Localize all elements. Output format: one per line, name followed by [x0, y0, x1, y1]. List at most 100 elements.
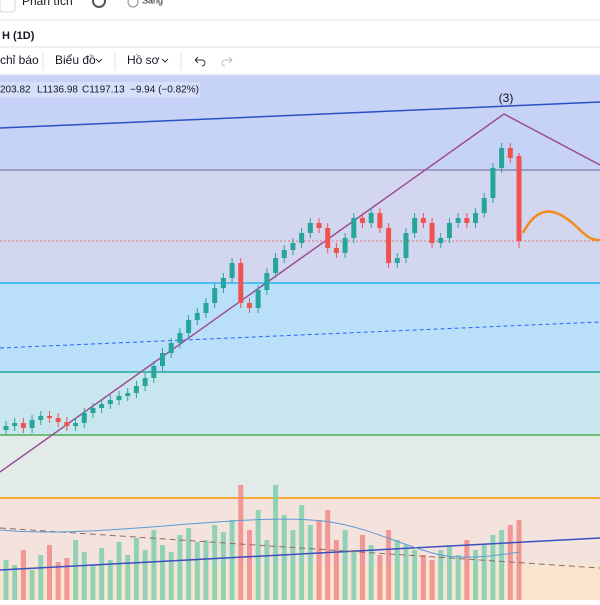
volume-bar	[299, 505, 305, 600]
redo-icon[interactable]	[221, 56, 233, 67]
candle-body	[386, 228, 392, 263]
volume-bar	[464, 540, 470, 600]
candle-body	[446, 223, 452, 238]
volume-bar	[359, 535, 365, 600]
volume-bar	[107, 560, 113, 600]
volume-bar	[351, 550, 357, 600]
wave-line	[0, 113, 600, 473]
volume-bar	[264, 540, 270, 600]
volume-bar	[133, 538, 139, 600]
candle-body	[246, 303, 252, 308]
volume-bar	[212, 525, 218, 600]
undo-icon[interactable]	[194, 56, 206, 67]
candle-body	[464, 218, 470, 223]
volume-bar	[490, 535, 496, 600]
volume-bar	[255, 510, 261, 600]
volume-bar	[429, 560, 435, 600]
band	[0, 283, 600, 372]
candle-body	[507, 148, 513, 158]
volume-bar	[125, 555, 131, 600]
candle-body	[212, 288, 218, 303]
volume-bar	[342, 530, 348, 600]
volume-bar	[386, 530, 392, 600]
trend-line	[0, 101, 600, 129]
volume-bar	[73, 540, 79, 600]
analysis-tab[interactable]: Phân tích	[22, 0, 73, 8]
indicators-button[interactable]: chỉ báo	[0, 53, 39, 67]
candle-layer	[3, 143, 522, 435]
volume-bar	[81, 552, 87, 600]
theme-option[interactable]: Sáng	[142, 0, 163, 5]
candle-body	[499, 148, 505, 168]
volume-bar	[12, 565, 18, 600]
volume-bar	[273, 485, 279, 600]
volume-bar	[307, 525, 313, 600]
profile-button[interactable]: Hồ sơ	[127, 53, 160, 67]
volume-bar	[90, 565, 96, 600]
symbol: H (1D)	[2, 30, 35, 42]
candle-body	[351, 218, 357, 238]
candle-body	[342, 238, 348, 253]
candle-body	[238, 263, 244, 303]
candle-body	[290, 243, 296, 250]
candle-body	[455, 218, 461, 223]
volume-bar	[368, 545, 374, 600]
candle-body	[368, 213, 374, 223]
volume-bar	[446, 545, 452, 600]
volume-bar	[377, 555, 383, 600]
wave-label: (3)	[499, 91, 514, 105]
candle-body	[473, 213, 479, 223]
volume-bar	[403, 545, 409, 600]
candle-body	[203, 303, 209, 313]
candle-body	[116, 396, 122, 400]
volume-bar	[325, 510, 331, 600]
candle-body	[133, 386, 139, 393]
candle-body	[299, 233, 305, 243]
volume-bar	[46, 545, 52, 600]
candle-body	[46, 416, 52, 418]
candle-body	[29, 420, 35, 428]
candle-body	[438, 238, 444, 243]
volume-bar	[316, 520, 322, 600]
volume-ma	[0, 518, 521, 558]
button[interactable]	[0, 0, 16, 13]
volume-bar	[99, 548, 105, 600]
trend-line	[0, 527, 600, 569]
candle-body	[359, 218, 365, 223]
candle-body	[168, 343, 174, 353]
volume-bar	[64, 558, 70, 600]
volume-bar	[116, 542, 122, 600]
trend-line	[0, 537, 600, 571]
candle-body	[125, 393, 131, 396]
candle-body	[316, 223, 322, 228]
volume-bar	[333, 540, 339, 600]
volume-bar	[203, 540, 209, 600]
band	[0, 372, 600, 435]
volume-bar	[229, 520, 235, 600]
volume-bar	[516, 520, 522, 600]
settings-icon[interactable]	[92, 0, 106, 8]
candle-body	[403, 233, 409, 258]
candle-body	[64, 422, 70, 426]
candle-body	[377, 213, 383, 228]
ohlc-close: C1197.13	[82, 85, 125, 96]
candle-body	[186, 320, 192, 333]
candle-body	[273, 258, 279, 273]
volume-bar	[281, 515, 287, 600]
radio[interactable]	[127, 0, 139, 8]
volume-bar	[481, 545, 487, 600]
legend-bg	[0, 82, 200, 98]
volume-bar	[394, 540, 400, 600]
trend-line	[0, 321, 600, 349]
candle-body	[325, 228, 331, 248]
volume-bar	[177, 535, 183, 600]
volume-bar	[438, 550, 444, 600]
volume-bar	[186, 528, 192, 600]
volume-bar	[38, 555, 44, 600]
candle-body	[107, 400, 113, 404]
chevron	[95, 58, 103, 63]
volume-bar	[220, 532, 226, 600]
charts-button[interactable]: Biểu đồ	[55, 53, 96, 67]
candle-body	[264, 273, 270, 290]
